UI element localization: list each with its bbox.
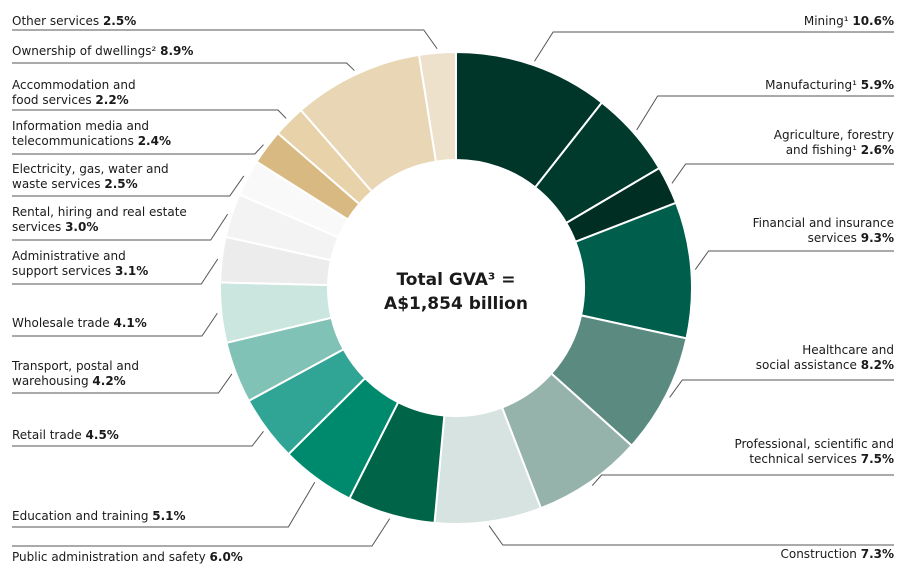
slice-value: 5.1%: [152, 509, 186, 523]
slice-name: Agriculture, forestry and fishing¹: [773, 128, 894, 157]
slice-label: Professional, scientific and technical s…: [734, 437, 894, 467]
leader-line: [12, 109, 287, 119]
slice-name: Administrative and support services: [12, 249, 126, 278]
slice-value: 2.5%: [104, 177, 138, 191]
center-title: Total GVA³ =: [396, 270, 516, 290]
slice-name: Construction: [780, 547, 857, 561]
slice-name: Transport, postal and warehousing: [12, 359, 139, 388]
slice-name: Education and training: [12, 509, 149, 523]
leader-line: [12, 312, 218, 337]
slice-label: Financial and insurance services 9.3%: [753, 216, 894, 246]
slice-label: Construction 7.3%: [780, 547, 894, 562]
leader-line: [12, 481, 316, 528]
slice-name: Financial and insurance services: [752, 216, 894, 245]
slice-label: Healthcare and social assistance 8.2%: [756, 343, 894, 373]
leader-line: [12, 373, 233, 394]
slice-name: Wholesale trade: [12, 316, 110, 330]
leader-line: [12, 213, 229, 241]
leader-line: [12, 258, 219, 285]
leader-line: [534, 31, 894, 62]
leader-line: [669, 379, 894, 398]
slice-value: 3.0%: [65, 220, 99, 234]
slice-name: Rental, hiring and real estate services: [12, 205, 187, 234]
leader-line: [694, 250, 894, 270]
leader-line: [591, 474, 894, 486]
slice-label: Administrative and support services 3.1%: [12, 249, 148, 279]
slice-value: 5.9%: [860, 78, 894, 92]
slice-name: Other services: [12, 14, 100, 28]
slice-value: 3.1%: [114, 264, 149, 278]
slice-label: Rental, hiring and real estate services …: [12, 205, 187, 235]
leader-line: [12, 518, 391, 547]
slice-value: 4.5%: [85, 428, 119, 442]
slice-name: Mining¹: [803, 14, 849, 28]
slice-value: 7.3%: [860, 547, 894, 561]
slice-name: Public administration and safety: [12, 550, 206, 564]
slice-name: Electricity, gas, water and waste servic…: [12, 162, 169, 191]
slice-value: 2.5%: [102, 14, 137, 28]
slice-label: Other services 2.5%: [12, 14, 136, 29]
slice-label: Manufacturing¹ 5.9%: [765, 78, 894, 93]
leader-line: [636, 95, 894, 131]
donut-slice: [417, 50, 457, 163]
slice-value: 6.0%: [209, 550, 243, 564]
slice-label: Agriculture, forestry and fishing¹ 2.6%: [774, 128, 894, 158]
slice-name: Professional, scientific and technical s…: [734, 437, 894, 466]
leader-line: [12, 175, 245, 197]
center-total: A$1,854 billion: [384, 294, 528, 314]
slice-label: Ownership of dwellings² 8.9%: [12, 44, 193, 59]
slice-value: 9.3%: [860, 231, 894, 245]
slice-value: 4.1%: [113, 316, 147, 330]
slice-name: Accommodation and food services: [12, 78, 136, 107]
leader-line: [12, 62, 355, 71]
slice-label: Wholesale trade 4.1%: [12, 316, 147, 331]
slice-label: Mining¹ 10.6%: [804, 14, 894, 29]
slice-name: Retail trade: [12, 428, 82, 442]
slice-name: Information media and telecommunications: [12, 119, 150, 148]
slice-value: 2.6%: [860, 143, 894, 157]
slice-name: Manufacturing¹: [765, 78, 857, 92]
leader-line: [12, 29, 438, 50]
leader-line: [488, 525, 894, 546]
leader-line: [671, 163, 894, 184]
slice-label: Accommodation and food services 2.2%: [12, 78, 136, 108]
slice-label: Electricity, gas, water and waste servic…: [12, 162, 169, 192]
slice-name: Ownership of dwellings²: [12, 44, 157, 58]
slice-label: Retail trade 4.5%: [12, 428, 119, 443]
slice-value: 2.4%: [137, 134, 171, 148]
slice-value: 8.2%: [860, 358, 894, 372]
slice-label: Public administration and safety 6.0%: [12, 550, 243, 565]
leader-line: [12, 144, 264, 155]
slice-value: 4.2%: [92, 374, 126, 388]
leader-line: [12, 431, 264, 447]
slice-label: Education and training 5.1%: [12, 509, 186, 524]
slice-label: Information media and telecommunications…: [12, 119, 171, 149]
slice-label: Transport, postal and warehousing 4.2%: [12, 359, 139, 389]
slice-value: 7.5%: [860, 452, 894, 466]
slice-name: Healthcare and social assistance: [755, 343, 894, 372]
slice-value: 8.9%: [160, 44, 194, 58]
slice-value: 2.2%: [95, 93, 129, 107]
slice-value: 10.6%: [852, 14, 894, 28]
